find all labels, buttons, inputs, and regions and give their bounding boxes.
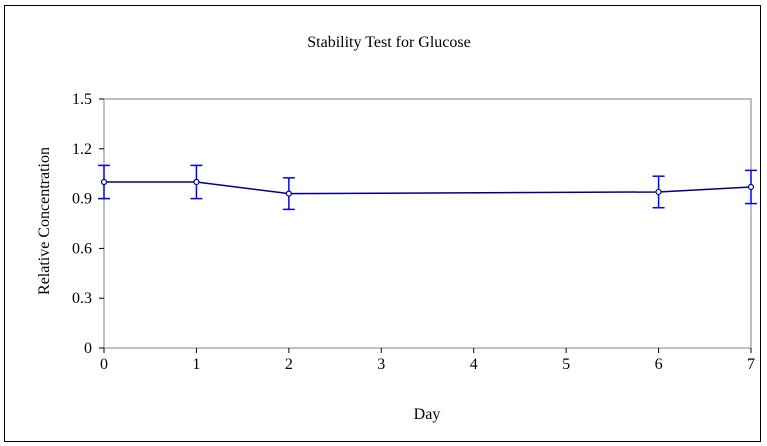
- chart-frame: [4, 5, 761, 442]
- chart-title: Stability Test for Glucose: [307, 34, 470, 51]
- data-point: [747, 183, 755, 191]
- x-tick-label: 2: [285, 356, 293, 373]
- x-axis-label: Day: [414, 406, 441, 423]
- y-axis-ticks: [99, 98, 104, 349]
- data-point: [100, 178, 108, 186]
- x-axis-ticks: [103, 348, 752, 353]
- series-layer: [98, 164, 757, 211]
- x-tick-label: 6: [655, 356, 663, 373]
- plot-area: [103, 98, 752, 349]
- data-point: [285, 190, 292, 197]
- data-point: [193, 178, 200, 186]
- y-tick-label: 1.2: [72, 141, 92, 158]
- x-tick-label: 3: [377, 356, 385, 373]
- y-tick-label: 0: [84, 340, 92, 357]
- y-tick-label: 0.9: [72, 191, 92, 208]
- y-tick-label: 0.3: [72, 290, 92, 307]
- x-tick-label: 5: [562, 356, 570, 373]
- data-point: [655, 188, 662, 196]
- x-tick-label: 0: [100, 356, 108, 373]
- x-axis-tick-labels: 0 1 2 3 4 5 6 7: [100, 356, 755, 373]
- x-tick-label: 7: [747, 356, 755, 373]
- y-axis-tick-labels: 0 0.3 0.6 0.9 1.2 1.5: [72, 91, 92, 357]
- x-tick-label: 1: [192, 356, 200, 373]
- y-tick-label: 1.5: [72, 91, 92, 108]
- y-axis-label: Relative Concentration: [36, 147, 53, 295]
- x-tick-label: 4: [470, 356, 478, 373]
- series-line: [104, 181, 752, 195]
- y-tick-label: 0.6: [72, 240, 92, 257]
